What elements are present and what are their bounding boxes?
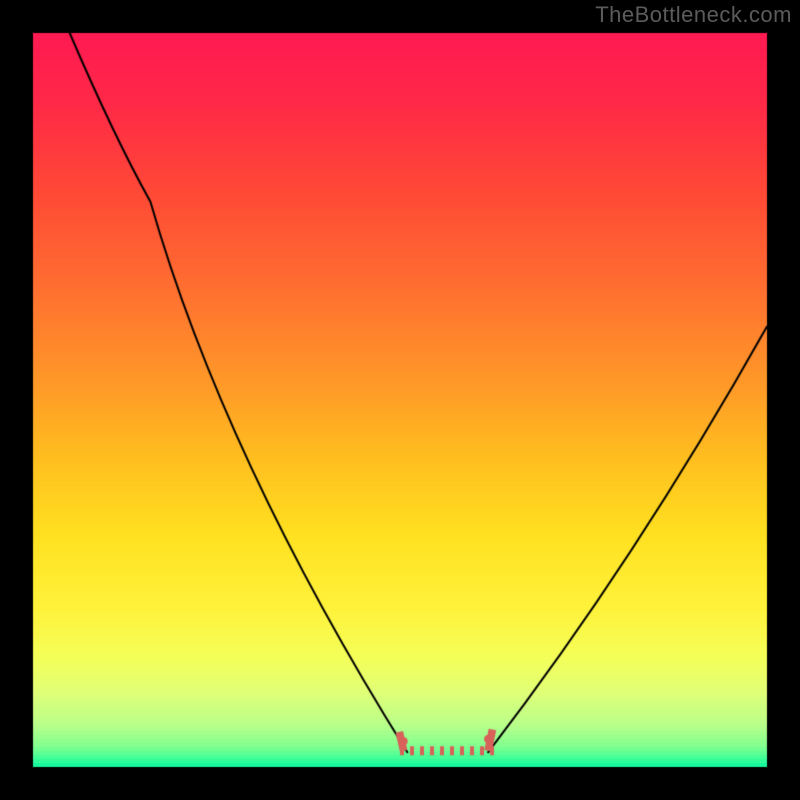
- watermark-text: TheBottleneck.com: [595, 2, 792, 28]
- bottleneck-chart-canvas: [0, 0, 800, 800]
- chart-root: TheBottleneck.com: [0, 0, 800, 800]
